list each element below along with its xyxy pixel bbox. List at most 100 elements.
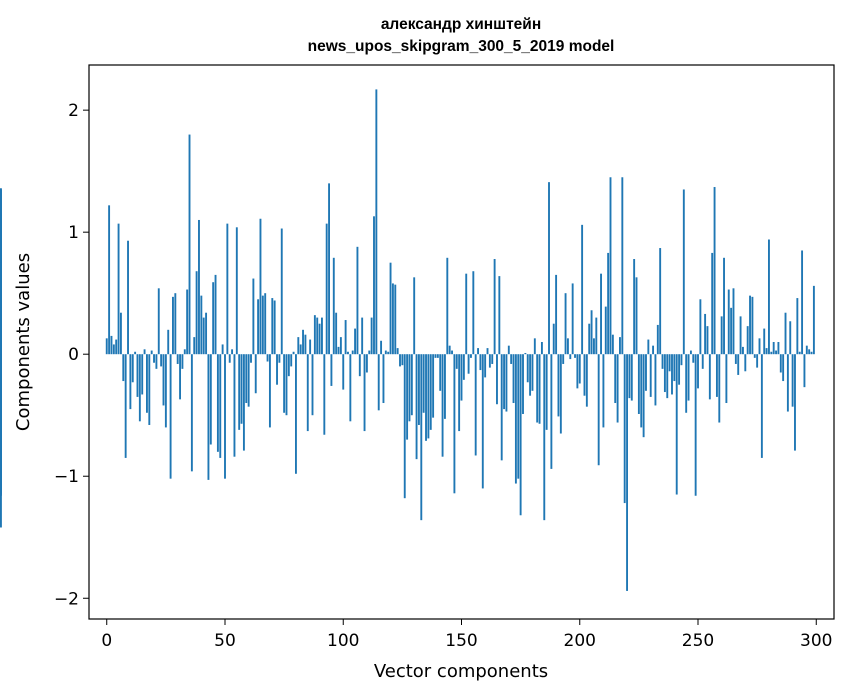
bar-31 — [179, 354, 181, 400]
bar-198 — [574, 354, 576, 358]
bar-139 — [434, 354, 437, 358]
bar-247 — [689, 350, 692, 355]
bar-112 — [370, 317, 373, 355]
bar-170 — [507, 345, 510, 355]
bar-137 — [429, 354, 432, 430]
bar-115 — [377, 354, 380, 411]
bar-107 — [358, 354, 361, 377]
bar-92 — [323, 354, 326, 435]
bar-64 — [257, 299, 260, 355]
bar-232 — [654, 354, 657, 406]
bar-45 — [212, 282, 215, 355]
bar-44 — [209, 354, 212, 445]
bar-292 — [796, 298, 799, 355]
bar-5 — [117, 223, 120, 355]
bar-116 — [380, 340, 383, 355]
y-tick-label-2: 2 — [68, 101, 79, 121]
bar-267 — [737, 354, 740, 375]
bar-38 — [195, 271, 198, 355]
bar-34 — [186, 289, 189, 355]
bar-78 — [290, 354, 293, 367]
bar-72 — [276, 354, 278, 385]
bar-6 — [119, 312, 122, 355]
bar-263 — [727, 289, 730, 355]
bar-289 — [789, 321, 792, 355]
bar-20 — [153, 354, 155, 363]
bar-275 — [756, 354, 759, 368]
bar-274 — [753, 354, 756, 358]
bar-68 — [266, 354, 269, 362]
bar-191 — [557, 354, 560, 417]
bar-86 — [309, 339, 312, 355]
bar-4 — [115, 339, 118, 355]
bar-187 — [548, 182, 550, 355]
bar-undefined — [0, 307, 2, 355]
bar-279 — [765, 348, 768, 355]
bar-136 — [427, 354, 430, 439]
bar-41 — [202, 317, 205, 355]
bar-97 — [335, 312, 338, 355]
bar-14 — [138, 354, 141, 422]
bar-207 — [595, 317, 598, 355]
bar-76 — [285, 354, 288, 416]
bar-172 — [512, 354, 515, 404]
bar-283 — [775, 350, 777, 355]
bar-182 — [536, 354, 539, 423]
bar-89 — [316, 317, 319, 355]
bar-17 — [146, 354, 148, 413]
bar-214 — [611, 334, 614, 355]
bar-295 — [803, 354, 806, 388]
bar-63 — [254, 354, 257, 394]
plot-area-frame — [88, 64, 835, 620]
bar-255 — [708, 354, 711, 400]
bar-237 — [666, 354, 669, 399]
bar-81 — [297, 337, 300, 355]
x-axis-ticks: 0 50 100 150 200 250 300 — [101, 619, 832, 651]
bar-15 — [141, 354, 144, 395]
chart-title-line-1: александр хинштейн — [381, 16, 541, 33]
bar-276 — [758, 338, 761, 355]
bar-277 — [760, 354, 763, 458]
bar-70 — [271, 298, 274, 355]
bar-177 — [524, 352, 527, 355]
bar-226 — [640, 354, 643, 428]
bar-269 — [742, 346, 744, 355]
bar-undefined — [0, 354, 2, 391]
bar-108 — [361, 317, 364, 355]
bar-265 — [732, 288, 735, 355]
bar-158 — [479, 354, 482, 371]
x-tick-label-200: 200 — [564, 631, 596, 651]
bar-56 — [238, 354, 241, 430]
bar-190 — [555, 274, 558, 355]
bar-133 — [420, 354, 423, 521]
bar-242 — [678, 354, 681, 385]
bar-8 — [124, 354, 127, 458]
bar-62 — [252, 278, 255, 355]
bar-80 — [295, 354, 297, 474]
bar-253 — [704, 313, 707, 355]
bar-268 — [739, 316, 742, 355]
bar-176 — [522, 354, 524, 414]
bar-101 — [344, 320, 347, 355]
bar-286 — [782, 354, 785, 382]
bar-49 — [221, 344, 224, 355]
bar-130 — [413, 277, 416, 355]
bar-235 — [661, 354, 664, 369]
bar-67 — [264, 293, 267, 355]
bar-0 — [105, 338, 108, 355]
bar-36 — [190, 354, 193, 472]
bar-169 — [505, 354, 508, 412]
bar-83 — [302, 329, 304, 355]
bar-1 — [108, 205, 111, 355]
bar-73 — [278, 354, 281, 363]
bar-110 — [365, 354, 368, 373]
bar-215 — [614, 354, 617, 404]
bar-118 — [384, 350, 387, 355]
bar-168 — [503, 354, 506, 410]
bar-145 — [448, 345, 451, 355]
bar-259 — [718, 354, 721, 423]
bar-2 — [110, 335, 113, 355]
bar-102 — [347, 351, 349, 355]
bar-203 — [585, 354, 588, 407]
bar-140 — [436, 354, 439, 358]
